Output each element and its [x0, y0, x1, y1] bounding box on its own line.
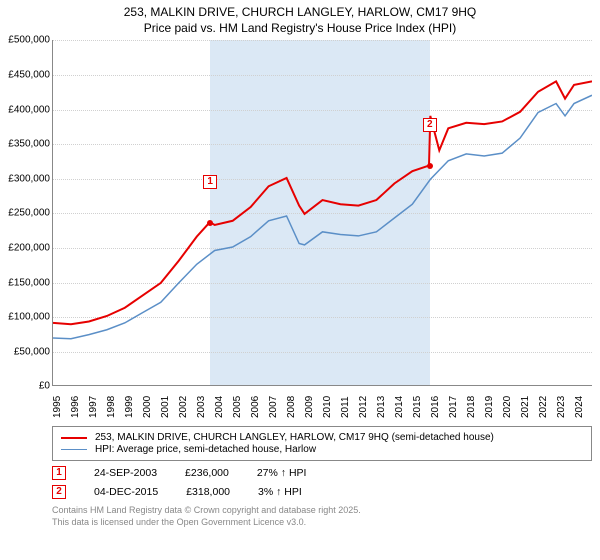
title-line-2: Price paid vs. HM Land Registry's House …	[8, 20, 592, 36]
y-tick-label: £150,000	[8, 277, 50, 288]
sale-date: 24-SEP-2003	[94, 467, 157, 479]
y-tick-label: £400,000	[8, 104, 50, 115]
sale-delta: 27% ↑ HPI	[257, 467, 307, 479]
line-series-svg	[53, 40, 592, 385]
title-line-1: 253, MALKIN DRIVE, CHURCH LANGLEY, HARLO…	[8, 4, 592, 20]
series-price_paid	[53, 82, 592, 325]
legend-swatch	[61, 437, 87, 439]
y-tick-label: £350,000	[8, 139, 50, 150]
y-tick-label: £500,000	[8, 35, 50, 46]
legend-label: HPI: Average price, semi-detached house,…	[95, 444, 316, 455]
footer-attribution: Contains HM Land Registry data © Crown c…	[52, 505, 592, 528]
y-tick-label: £300,000	[8, 173, 50, 184]
sale-price: £318,000	[186, 486, 230, 498]
legend-label: 253, MALKIN DRIVE, CHURCH LANGLEY, HARLO…	[95, 432, 494, 443]
legend-item: HPI: Average price, semi-detached house,…	[61, 444, 583, 455]
y-tick-label: £50,000	[14, 346, 50, 357]
footer-line-2: This data is licensed under the Open Gov…	[52, 517, 592, 528]
sale-marker-2: 2	[52, 485, 66, 499]
sale-line-2: 2 04-DEC-2015 £318,000 3% ↑ HPI	[52, 485, 592, 499]
sale-date: 04-DEC-2015	[94, 486, 158, 498]
x-axis: 1995199619971998199920002001200220032004…	[52, 386, 592, 420]
legend-box: 253, MALKIN DRIVE, CHURCH LANGLEY, HARLO…	[52, 426, 592, 461]
footer-line-1: Contains HM Land Registry data © Crown c…	[52, 505, 592, 516]
y-tick-label: £200,000	[8, 242, 50, 253]
legend-swatch	[61, 449, 87, 450]
legend-item: 253, MALKIN DRIVE, CHURCH LANGLEY, HARLO…	[61, 432, 583, 443]
y-tick-label: £250,000	[8, 208, 50, 219]
y-tick-label: £450,000	[8, 69, 50, 80]
marker-box-1: 1	[203, 175, 217, 189]
sale-marker-1: 1	[52, 466, 66, 480]
sale-line-1: 1 24-SEP-2003 £236,000 27% ↑ HPI	[52, 466, 592, 480]
marker-box-2: 2	[423, 118, 437, 132]
plot-region: 12	[52, 40, 592, 386]
chart-title: 253, MALKIN DRIVE, CHURCH LANGLEY, HARLO…	[8, 4, 592, 36]
sale-delta: 3% ↑ HPI	[258, 486, 302, 498]
y-tick-label: £0	[39, 381, 50, 392]
y-tick-label: £100,000	[8, 312, 50, 323]
y-axis: £0£50,000£100,000£150,000£200,000£250,00…	[8, 40, 52, 386]
sales-list: 1 24-SEP-2003 £236,000 27% ↑ HPI 2 04-DEC-201…	[8, 466, 592, 499]
sale-price: £236,000	[185, 467, 229, 479]
chart-container: 253, MALKIN DRIVE, CHURCH LANGLEY, HARLO…	[0, 0, 600, 560]
chart-area: £0 £50,000 £100,000 £150,000 £200,000 £250,00…	[8, 40, 592, 420]
